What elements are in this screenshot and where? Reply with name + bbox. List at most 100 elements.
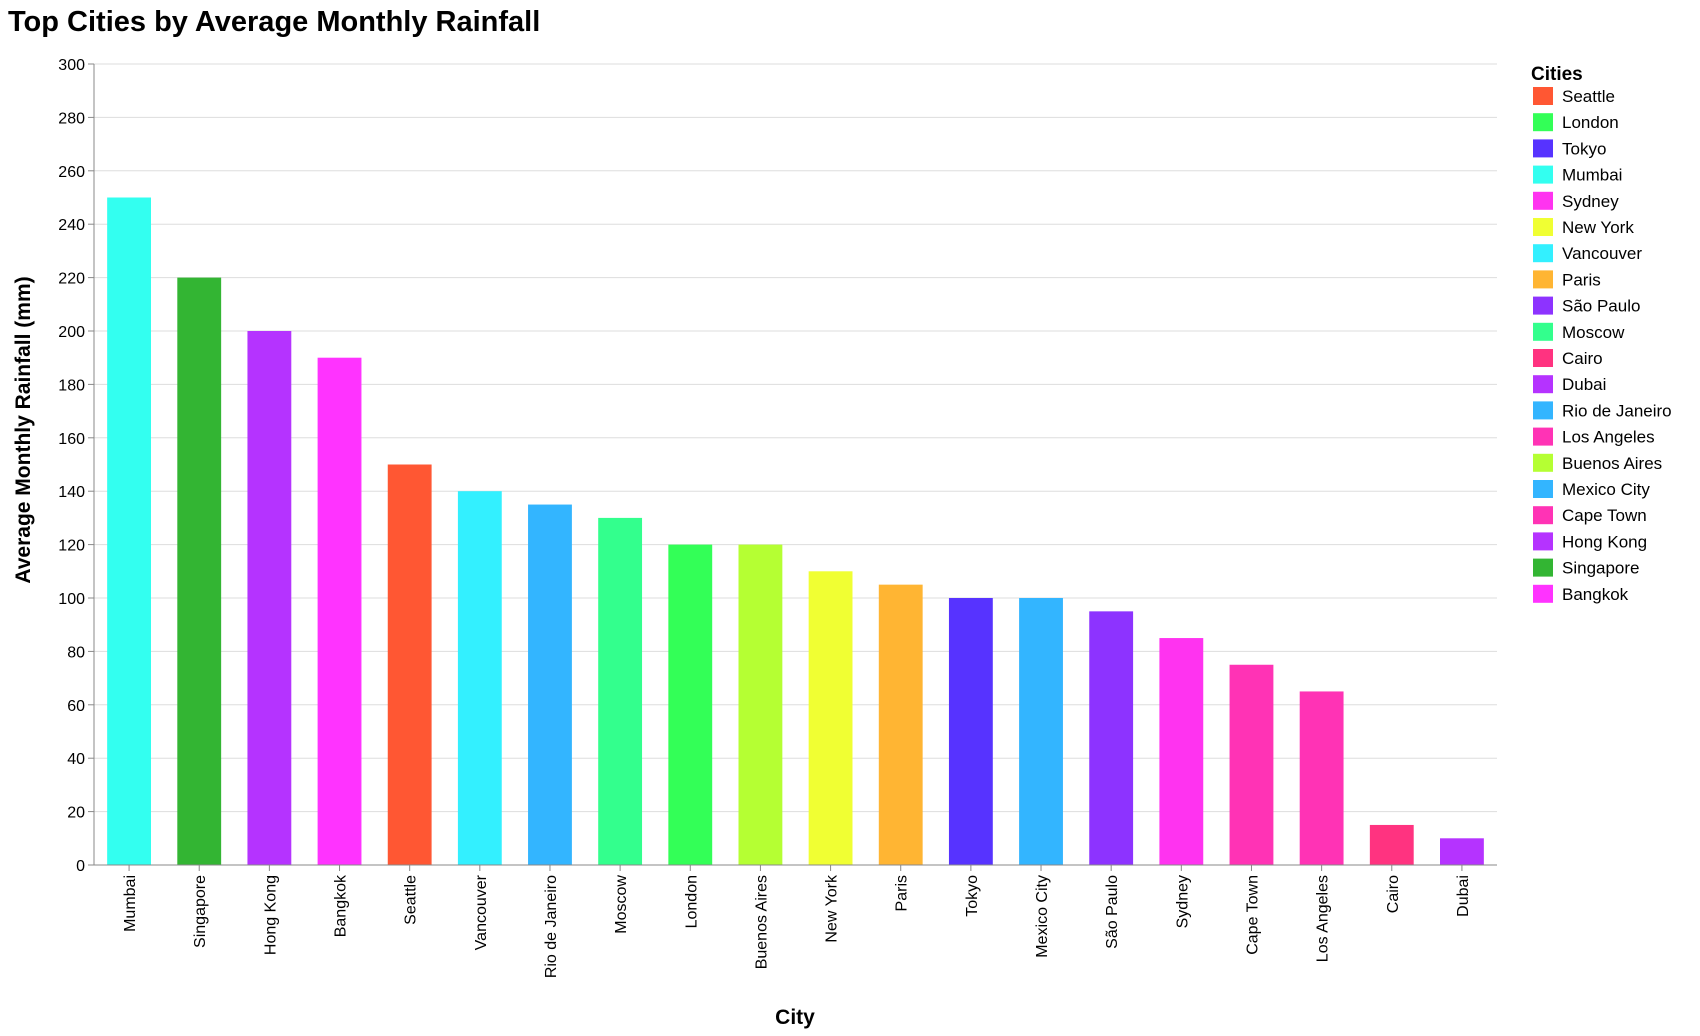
x-tick-label: Mexico City	[1034, 875, 1051, 958]
legend-label: São Paulo	[1562, 297, 1640, 316]
y-tick-label: 100	[58, 591, 85, 608]
x-tick-label: Tokyo	[964, 875, 981, 917]
bar	[1440, 838, 1484, 865]
y-tick-label: 260	[58, 164, 85, 181]
legend-swatch	[1533, 87, 1553, 105]
x-tick-label: Mumbai	[122, 875, 139, 932]
legend-swatch	[1533, 218, 1553, 236]
bar	[317, 357, 362, 865]
x-tick-label: Singapore	[192, 875, 209, 948]
bar	[668, 544, 713, 865]
legend-label: Rio de Janeiro	[1562, 401, 1672, 420]
x-tick-label: Los Angeles	[1315, 875, 1332, 962]
bar	[457, 491, 502, 865]
legend-label: Moscow	[1562, 323, 1625, 342]
bar	[528, 504, 572, 865]
y-tick-label: 160	[58, 431, 85, 448]
bar	[1159, 638, 1204, 865]
y-tick-label: 240	[58, 217, 85, 234]
legend-title: Cities	[1531, 64, 1583, 85]
legend-label: London	[1562, 113, 1619, 132]
legend-label: Paris	[1562, 270, 1601, 289]
legend-label: Sydney	[1562, 192, 1619, 211]
x-tick-label: São Paulo	[1104, 875, 1121, 949]
bar	[247, 331, 292, 865]
y-tick-label: 280	[58, 110, 85, 127]
legend-label: Tokyo	[1562, 139, 1606, 158]
legend-label: Los Angeles	[1562, 428, 1655, 447]
legend-swatch	[1533, 165, 1553, 184]
bar	[948, 598, 993, 865]
bar	[387, 464, 432, 865]
legend-swatch	[1533, 139, 1553, 158]
x-axis-title: City	[775, 1006, 815, 1029]
legend-swatch	[1533, 584, 1553, 603]
x-tick-label: Cape Town	[1244, 875, 1261, 955]
legend-swatch	[1533, 558, 1553, 577]
legend-label: Dubai	[1562, 375, 1606, 394]
legend-swatch	[1533, 532, 1553, 551]
bar	[107, 197, 151, 865]
x-tick-label: Buenos Aires	[753, 875, 770, 969]
legend-label: Vancouver	[1562, 244, 1642, 263]
legend-label: Cape Town	[1562, 506, 1647, 525]
legend-label: Buenos Aires	[1562, 454, 1662, 473]
bar	[1089, 611, 1134, 865]
legend-label: Singapore	[1562, 559, 1640, 578]
y-tick-label: 300	[58, 57, 85, 74]
x-tick-label: Sydney	[1174, 875, 1191, 928]
legend-label: New York	[1562, 218, 1634, 237]
legend-swatch	[1533, 480, 1553, 498]
legend-swatch	[1533, 296, 1553, 315]
y-tick-label: 40	[67, 751, 85, 768]
chart-title: Top Cities by Average Monthly Rainfall	[8, 6, 541, 38]
x-tick-label: Rio de Janeiro	[543, 875, 560, 978]
legend-label: Cairo	[1562, 349, 1603, 368]
bar	[598, 517, 643, 865]
legend-label: Hong Kong	[1562, 532, 1647, 551]
gridlines	[94, 63, 1497, 866]
y-tick-label: 140	[58, 484, 85, 501]
x-tick-label: London	[683, 875, 700, 928]
legend-swatch	[1533, 322, 1553, 341]
legend-swatch	[1533, 244, 1553, 263]
legend-swatch	[1533, 270, 1553, 289]
x-tick-label: New York	[824, 874, 841, 943]
bar	[1369, 824, 1414, 865]
legend-swatch	[1533, 191, 1553, 210]
y-tick-label: 0	[76, 858, 85, 875]
y-tick-label: 220	[58, 271, 85, 288]
legend-swatch	[1533, 506, 1553, 525]
legend: Cities Seattle London Tokyo Mumbai Sydney New…	[1531, 64, 1672, 604]
legend-label: Bangkok	[1562, 585, 1629, 604]
axes: 0 20 40 60 80 100 120 140 160 180 200 220 240 260 280 3…	[58, 57, 1497, 978]
legend-swatch	[1533, 375, 1553, 394]
legend-swatch	[1533, 349, 1553, 367]
x-tick-label: Moscow	[613, 875, 630, 934]
bars	[107, 197, 1484, 866]
y-tick-label: 60	[67, 698, 85, 715]
legend-swatch	[1533, 401, 1553, 420]
legend-label: Seattle	[1562, 87, 1615, 106]
legend-label: Mumbai	[1562, 166, 1622, 185]
y-tick-label: 180	[58, 377, 85, 394]
y-axis-title: Average Monthly Rainfall (mm)	[12, 276, 35, 583]
bar	[177, 277, 222, 866]
bar	[878, 584, 923, 865]
x-tick-label: Hong Kong	[262, 875, 279, 955]
legend-swatch	[1533, 113, 1553, 132]
bar	[1299, 691, 1344, 865]
bar	[1229, 664, 1274, 865]
bar	[1019, 598, 1063, 865]
x-tick-label: Paris	[894, 875, 911, 911]
x-tick-label: Cairo	[1385, 875, 1402, 913]
bar	[808, 571, 853, 865]
legend-swatch	[1533, 453, 1553, 472]
x-tick-label: Bangkok	[333, 874, 350, 937]
legend-swatch	[1533, 427, 1553, 446]
legend-label: Mexico City	[1562, 480, 1650, 499]
x-tick-label: Seattle	[403, 875, 420, 925]
y-tick-label: 120	[58, 538, 85, 555]
bar	[738, 544, 783, 865]
